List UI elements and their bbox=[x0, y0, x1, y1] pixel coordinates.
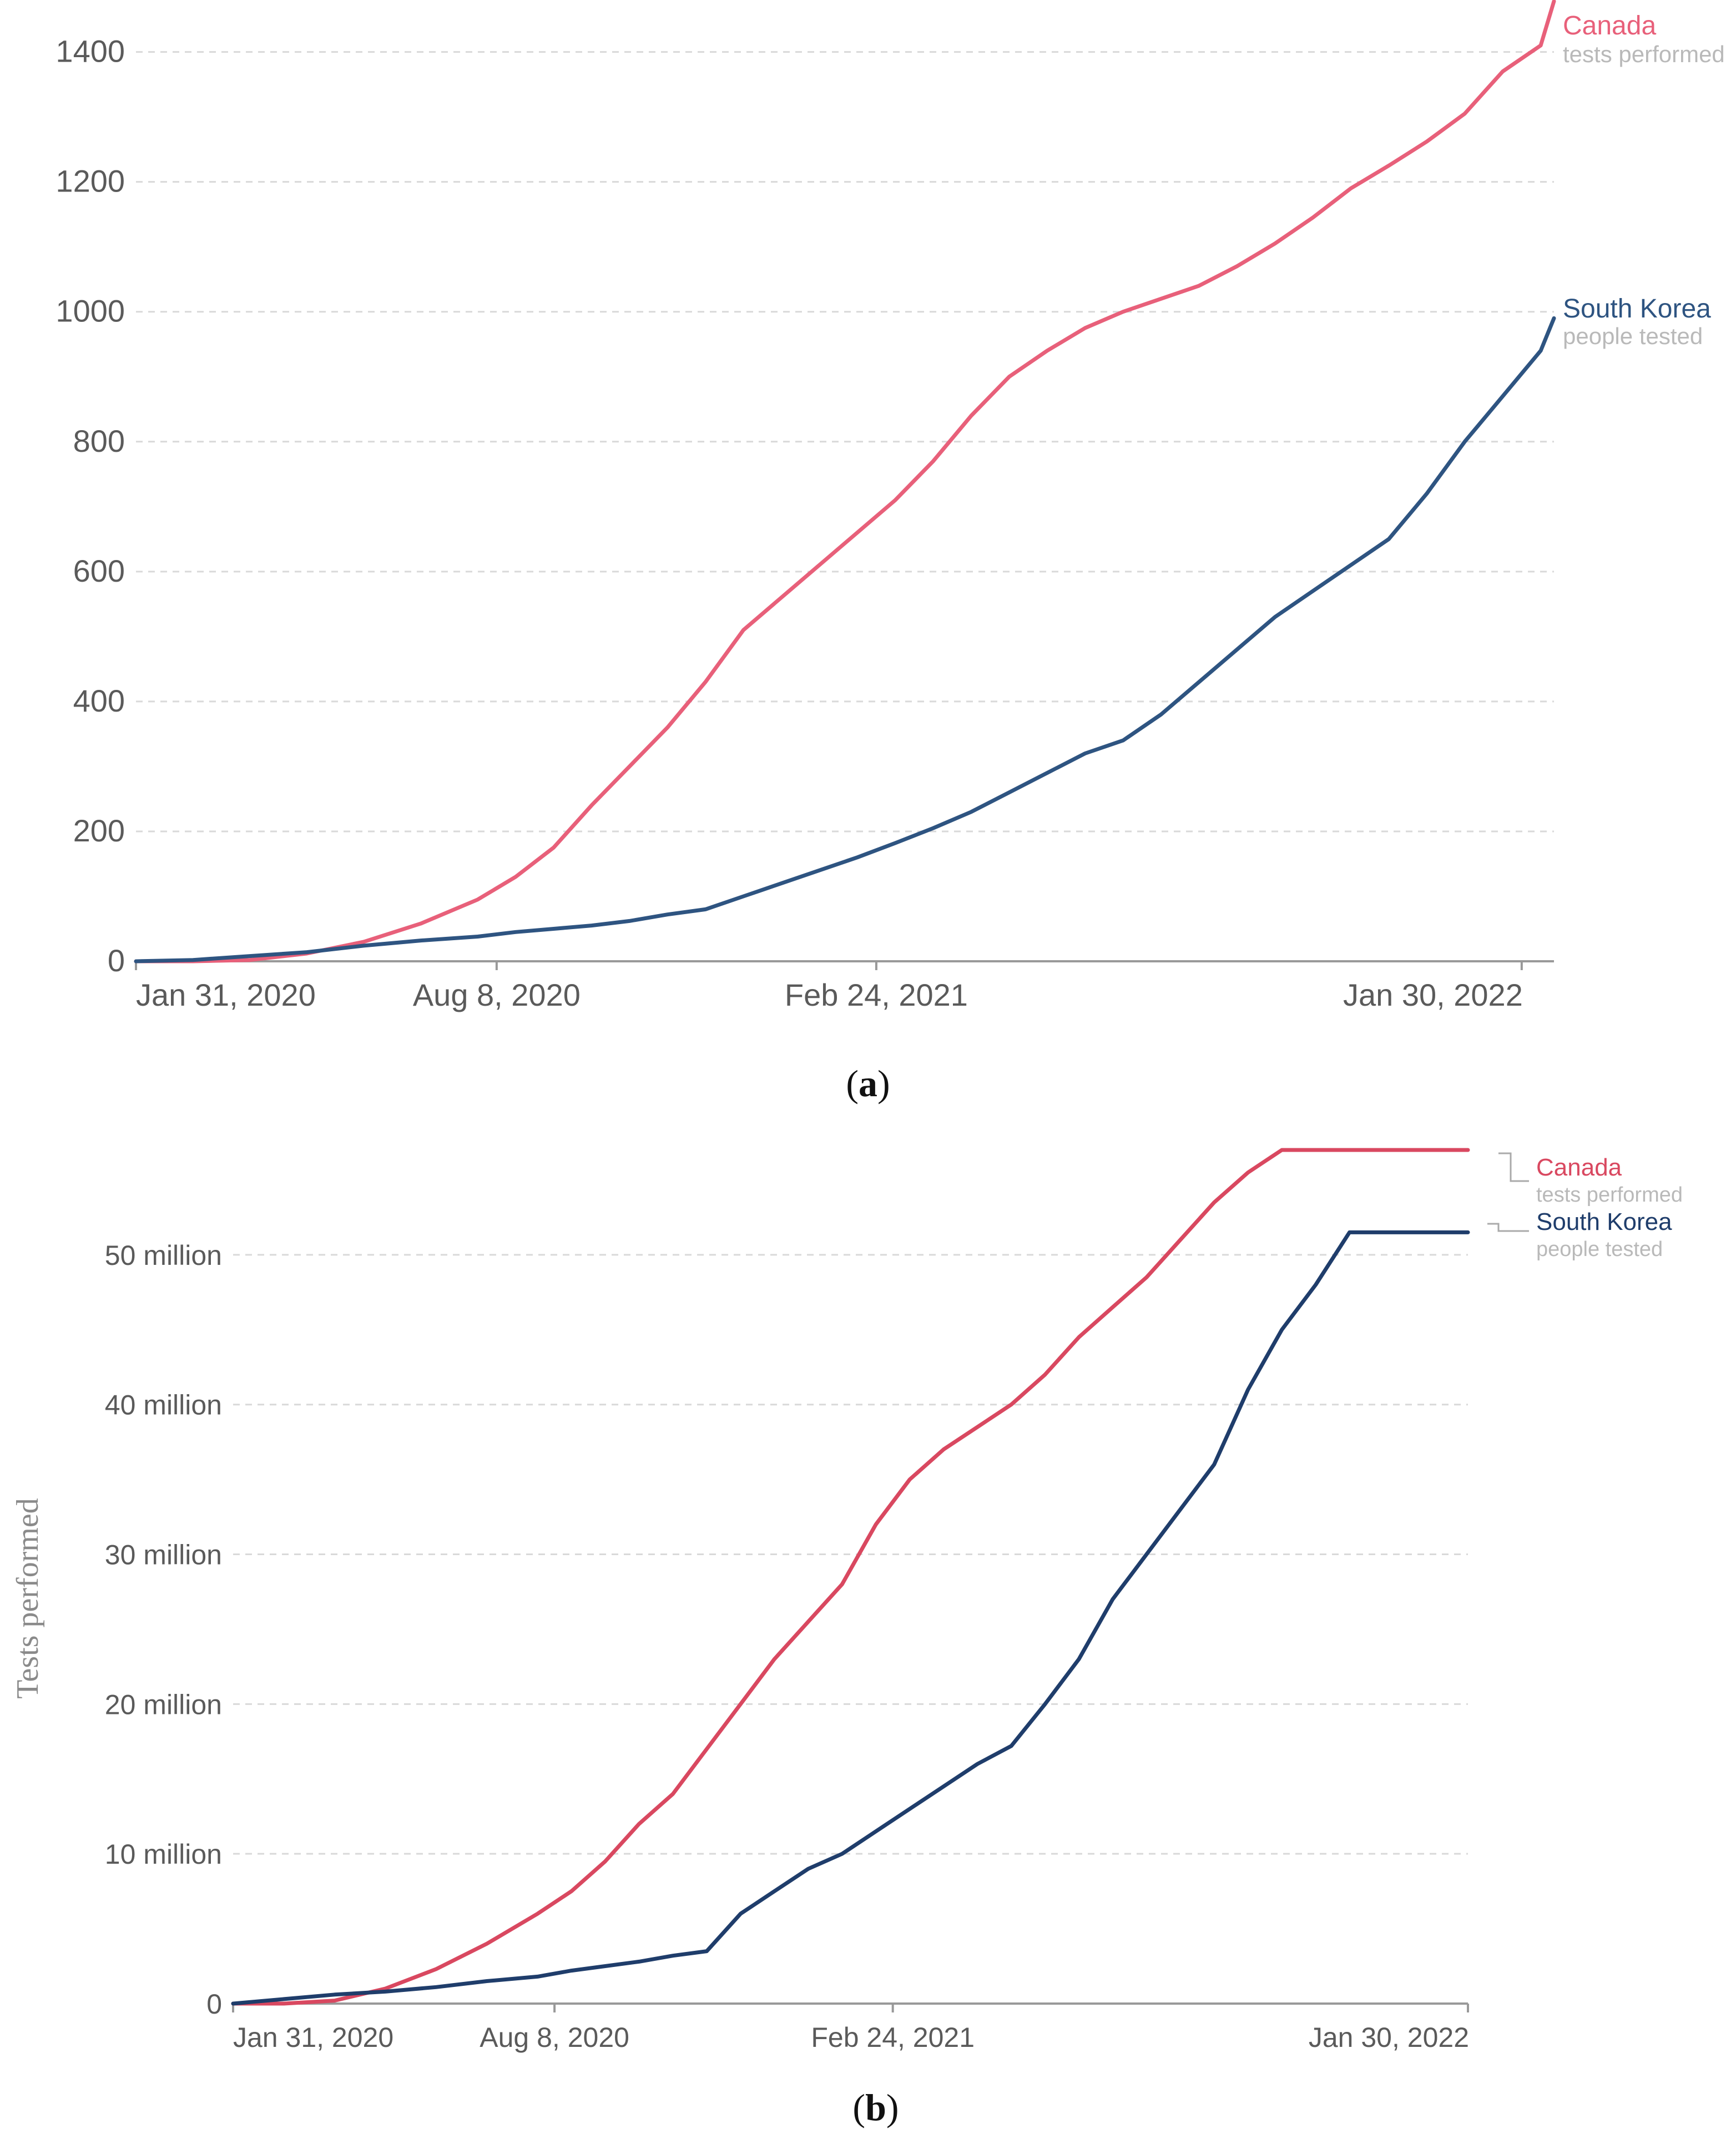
panel-b-legend-name: South Korea bbox=[1536, 1208, 1672, 1235]
panel-a-legend-sublabel: tests performed bbox=[1563, 41, 1725, 67]
panel-a-legend-name: Canada bbox=[1563, 11, 1656, 41]
panel-a-caption: (a) bbox=[846, 1062, 890, 1104]
panel-b-line-canada bbox=[231, 1148, 1470, 2006]
panel-b-series bbox=[231, 1148, 1470, 2006]
panel-b-y-tick-label: 20 million bbox=[105, 1689, 222, 1720]
panel-b-x-tick-label: Jan 31, 2020 bbox=[233, 2022, 393, 2053]
panel-a-y-tick-label: 1000 bbox=[55, 294, 125, 329]
panel-a-series bbox=[134, 0, 1556, 963]
panel-b-x-tick-label: Jan 30, 2022 bbox=[1309, 2022, 1469, 2053]
panel-b-y-tick-label: 50 million bbox=[105, 1240, 222, 1271]
panel-b-y-tick-label: 10 million bbox=[105, 1839, 222, 1870]
panel-a-x-tick-label: Jan 30, 2022 bbox=[1343, 977, 1523, 1012]
panel-a-y-tick-label: 0 bbox=[108, 943, 125, 978]
panel-a-legend-name: South Korea bbox=[1563, 294, 1711, 324]
panel-b-x-axis: Jan 31, 2020 Aug 8, 2020 Feb 24, 2021 Jan 3… bbox=[232, 2004, 1469, 2053]
panel-b-chart: 0 10 million 20 million 30 million 40 millio… bbox=[11, 1148, 1683, 2053]
panel-a-gridlines bbox=[136, 51, 1554, 833]
panel-a-chart: 0 200 400 600 800 1000 1200 1400 Jan 31, 2020 Au… bbox=[55, 0, 1725, 1012]
panel-b-legend-leader bbox=[1498, 1152, 1529, 1182]
panel-b-y-tick-label: 40 million bbox=[105, 1390, 222, 1421]
panel-a-y-tick-label: 1200 bbox=[55, 164, 125, 199]
panel-b-y-axis-title: Tests performed bbox=[11, 1498, 45, 1699]
panel-a-line-canada bbox=[134, 0, 1556, 963]
panel-b-y-axis: 0 10 million 20 million 30 million 40 millio… bbox=[105, 1240, 222, 2020]
panel-b-x-tick-label: Feb 24, 2021 bbox=[811, 2022, 975, 2053]
panel-b-y-tick-label: 30 million bbox=[105, 1540, 222, 1571]
panel-a-y-axis: 0 200 400 600 800 1000 1200 1400 bbox=[55, 34, 125, 978]
panel-a-x-tick-label: Jan 31, 2020 bbox=[136, 977, 316, 1012]
panel-a-legend-sublabel: people tested bbox=[1563, 323, 1703, 349]
panel-b-x-tick-label: Aug 8, 2020 bbox=[480, 2022, 629, 2053]
panel-b-legend-sublabel: people tested bbox=[1536, 1238, 1663, 1261]
panel-a-y-tick-label: 600 bbox=[73, 553, 125, 588]
panel-a-y-tick-label: 200 bbox=[73, 813, 125, 848]
panel-b-legend-name: Canada bbox=[1536, 1154, 1622, 1181]
panel-a-x-axis: Jan 31, 2020 Aug 8, 2020 Feb 24, 2021 Jan 3… bbox=[135, 961, 1523, 1012]
panel-b-legend-leader bbox=[1487, 1223, 1529, 1232]
panel-a-line-south-korea bbox=[134, 316, 1556, 963]
panel-a-y-tick-label: 1400 bbox=[55, 34, 125, 69]
panel-a-x-tick-label: Feb 24, 2021 bbox=[785, 977, 968, 1012]
panel-b-y-tick-label: 0 bbox=[206, 1989, 222, 2020]
panel-b-caption: (b) bbox=[852, 2086, 899, 2128]
panel-b-legend-sublabel: tests performed bbox=[1536, 1183, 1683, 1207]
panel-b-gridlines bbox=[233, 1254, 1468, 1855]
panel-a-y-tick-label: 400 bbox=[73, 683, 125, 718]
panel-a-y-tick-label: 800 bbox=[73, 423, 125, 458]
panel-a-x-tick-label: Aug 8, 2020 bbox=[413, 977, 581, 1012]
panel-b-line-south-korea bbox=[231, 1230, 1470, 2006]
